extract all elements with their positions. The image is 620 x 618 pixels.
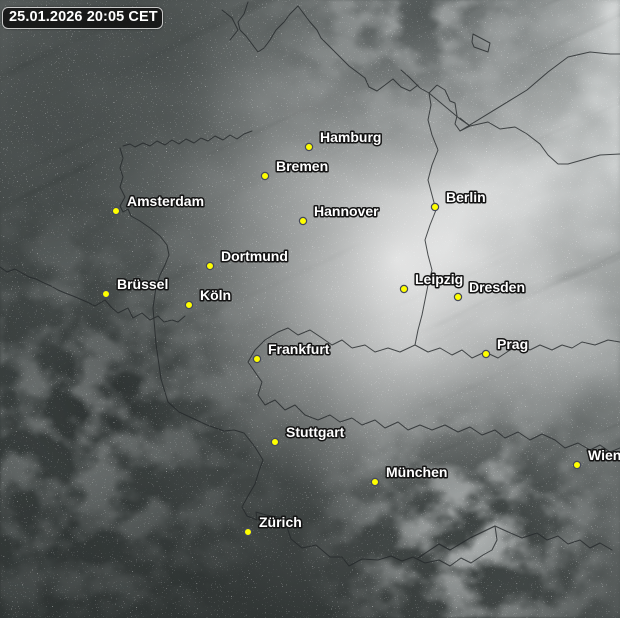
svg-text:Bremen: Bremen xyxy=(276,158,328,174)
svg-text:Brüssel: Brüssel xyxy=(117,276,168,292)
svg-text:Dresden: Dresden xyxy=(469,279,525,295)
svg-text:Prag: Prag xyxy=(497,336,528,352)
svg-text:Hamburg: Hamburg xyxy=(320,129,381,145)
svg-text:Wien: Wien xyxy=(588,447,620,463)
svg-text:Frankfurt: Frankfurt xyxy=(268,341,330,357)
svg-text:Leipzig: Leipzig xyxy=(415,271,463,287)
svg-text:Berlin: Berlin xyxy=(446,189,486,205)
svg-text:München: München xyxy=(386,464,447,480)
svg-text:Amsterdam: Amsterdam xyxy=(127,193,204,209)
svg-text:Stuttgart: Stuttgart xyxy=(286,424,345,440)
svg-text:Zürich: Zürich xyxy=(259,514,302,530)
svg-text:Köln: Köln xyxy=(200,287,231,303)
svg-text:Hannover: Hannover xyxy=(314,203,379,219)
svg-text:Dortmund: Dortmund xyxy=(221,248,288,264)
